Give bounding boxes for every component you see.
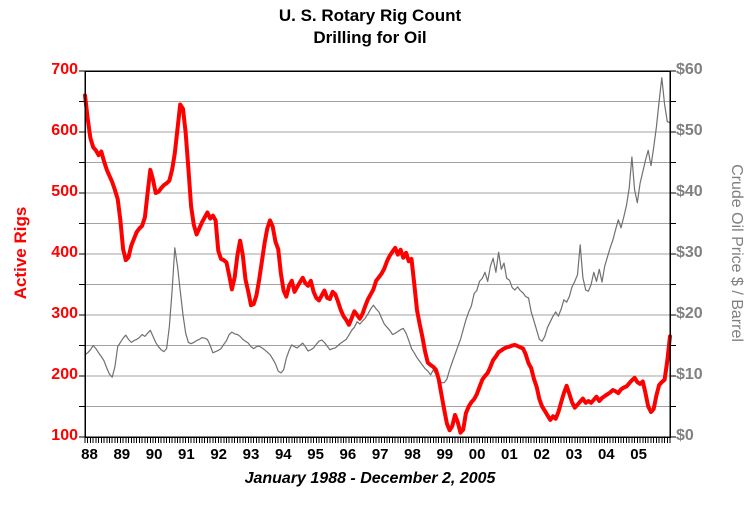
x-axis-tick-label: 95 — [307, 446, 324, 463]
left-axis-tick-label: 100 — [51, 427, 78, 444]
right-axis-tick-label: $60 — [676, 61, 703, 78]
left-axis-tick-label: 700 — [51, 61, 78, 78]
chart-subtitle: Drilling for Oil — [313, 28, 427, 47]
right-axis-tick-label: $50 — [676, 122, 703, 139]
left-axis-tick-label: 300 — [51, 305, 78, 322]
x-axis-tick-label: 93 — [242, 446, 260, 463]
right-axis-tick-label: $20 — [676, 305, 703, 322]
x-axis-tick-label: 02 — [533, 446, 551, 463]
right-axis-tick-label: $40 — [676, 183, 703, 200]
x-axis-tick-label: 96 — [339, 446, 357, 463]
x-axis-tick-label: 03 — [565, 446, 583, 463]
x-axis-tick-label: 97 — [371, 446, 389, 463]
x-axis-range-label: January 1988 - December 2, 2005 — [244, 470, 496, 487]
x-axis-tick-label: 90 — [145, 446, 163, 463]
x-axis-tick-label: 91 — [178, 446, 195, 463]
x-axis-tick-label: 88 — [81, 446, 98, 463]
x-axis-tick-label: 98 — [404, 446, 421, 463]
x-axis-tick-label: 94 — [274, 446, 292, 463]
right-axis-tick-label: $10 — [676, 366, 703, 383]
x-axis-tick-label: 89 — [113, 446, 131, 463]
x-axis-tick-label: 00 — [468, 446, 486, 463]
left-axis-tick-label: 600 — [51, 122, 78, 139]
chart-title: U. S. Rotary Rig Count — [278, 6, 462, 25]
x-axis-tick-label: 99 — [436, 446, 454, 463]
x-axis-tick-label: 92 — [210, 446, 228, 463]
x-axis-tick-label: 01 — [501, 446, 518, 463]
right-axis-tick-label: $0 — [676, 427, 694, 444]
left-axis-tick-label: 400 — [51, 244, 78, 261]
right-axis-tick-label: $30 — [676, 244, 703, 261]
left-axis-tick-label: 200 — [51, 366, 78, 383]
left-axis-tick-label: 500 — [51, 183, 78, 200]
x-axis-tick-label: 05 — [630, 446, 647, 463]
x-axis-tick-label: 04 — [597, 446, 615, 463]
